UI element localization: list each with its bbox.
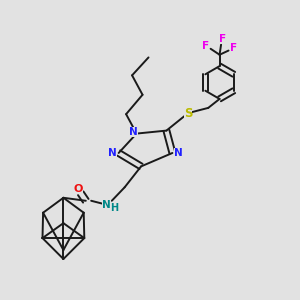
Text: S: S	[184, 107, 192, 120]
Text: H: H	[110, 203, 118, 213]
Text: N: N	[129, 127, 138, 137]
Text: O: O	[74, 184, 83, 194]
Text: F: F	[202, 41, 209, 51]
Text: N: N	[108, 148, 117, 158]
Text: N: N	[174, 148, 183, 158]
Text: F: F	[219, 34, 226, 44]
Text: N: N	[102, 200, 111, 210]
Text: F: F	[230, 43, 238, 53]
